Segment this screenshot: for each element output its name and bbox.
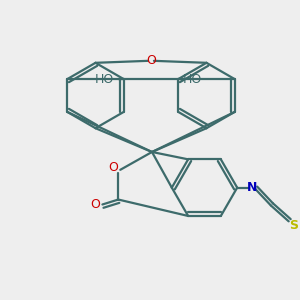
Text: O: O bbox=[146, 54, 156, 67]
Text: O: O bbox=[108, 161, 118, 174]
Text: O: O bbox=[91, 198, 100, 211]
Text: HO: HO bbox=[182, 73, 202, 86]
Text: HO: HO bbox=[94, 73, 114, 86]
Text: N: N bbox=[247, 181, 257, 194]
Text: S: S bbox=[289, 219, 298, 232]
